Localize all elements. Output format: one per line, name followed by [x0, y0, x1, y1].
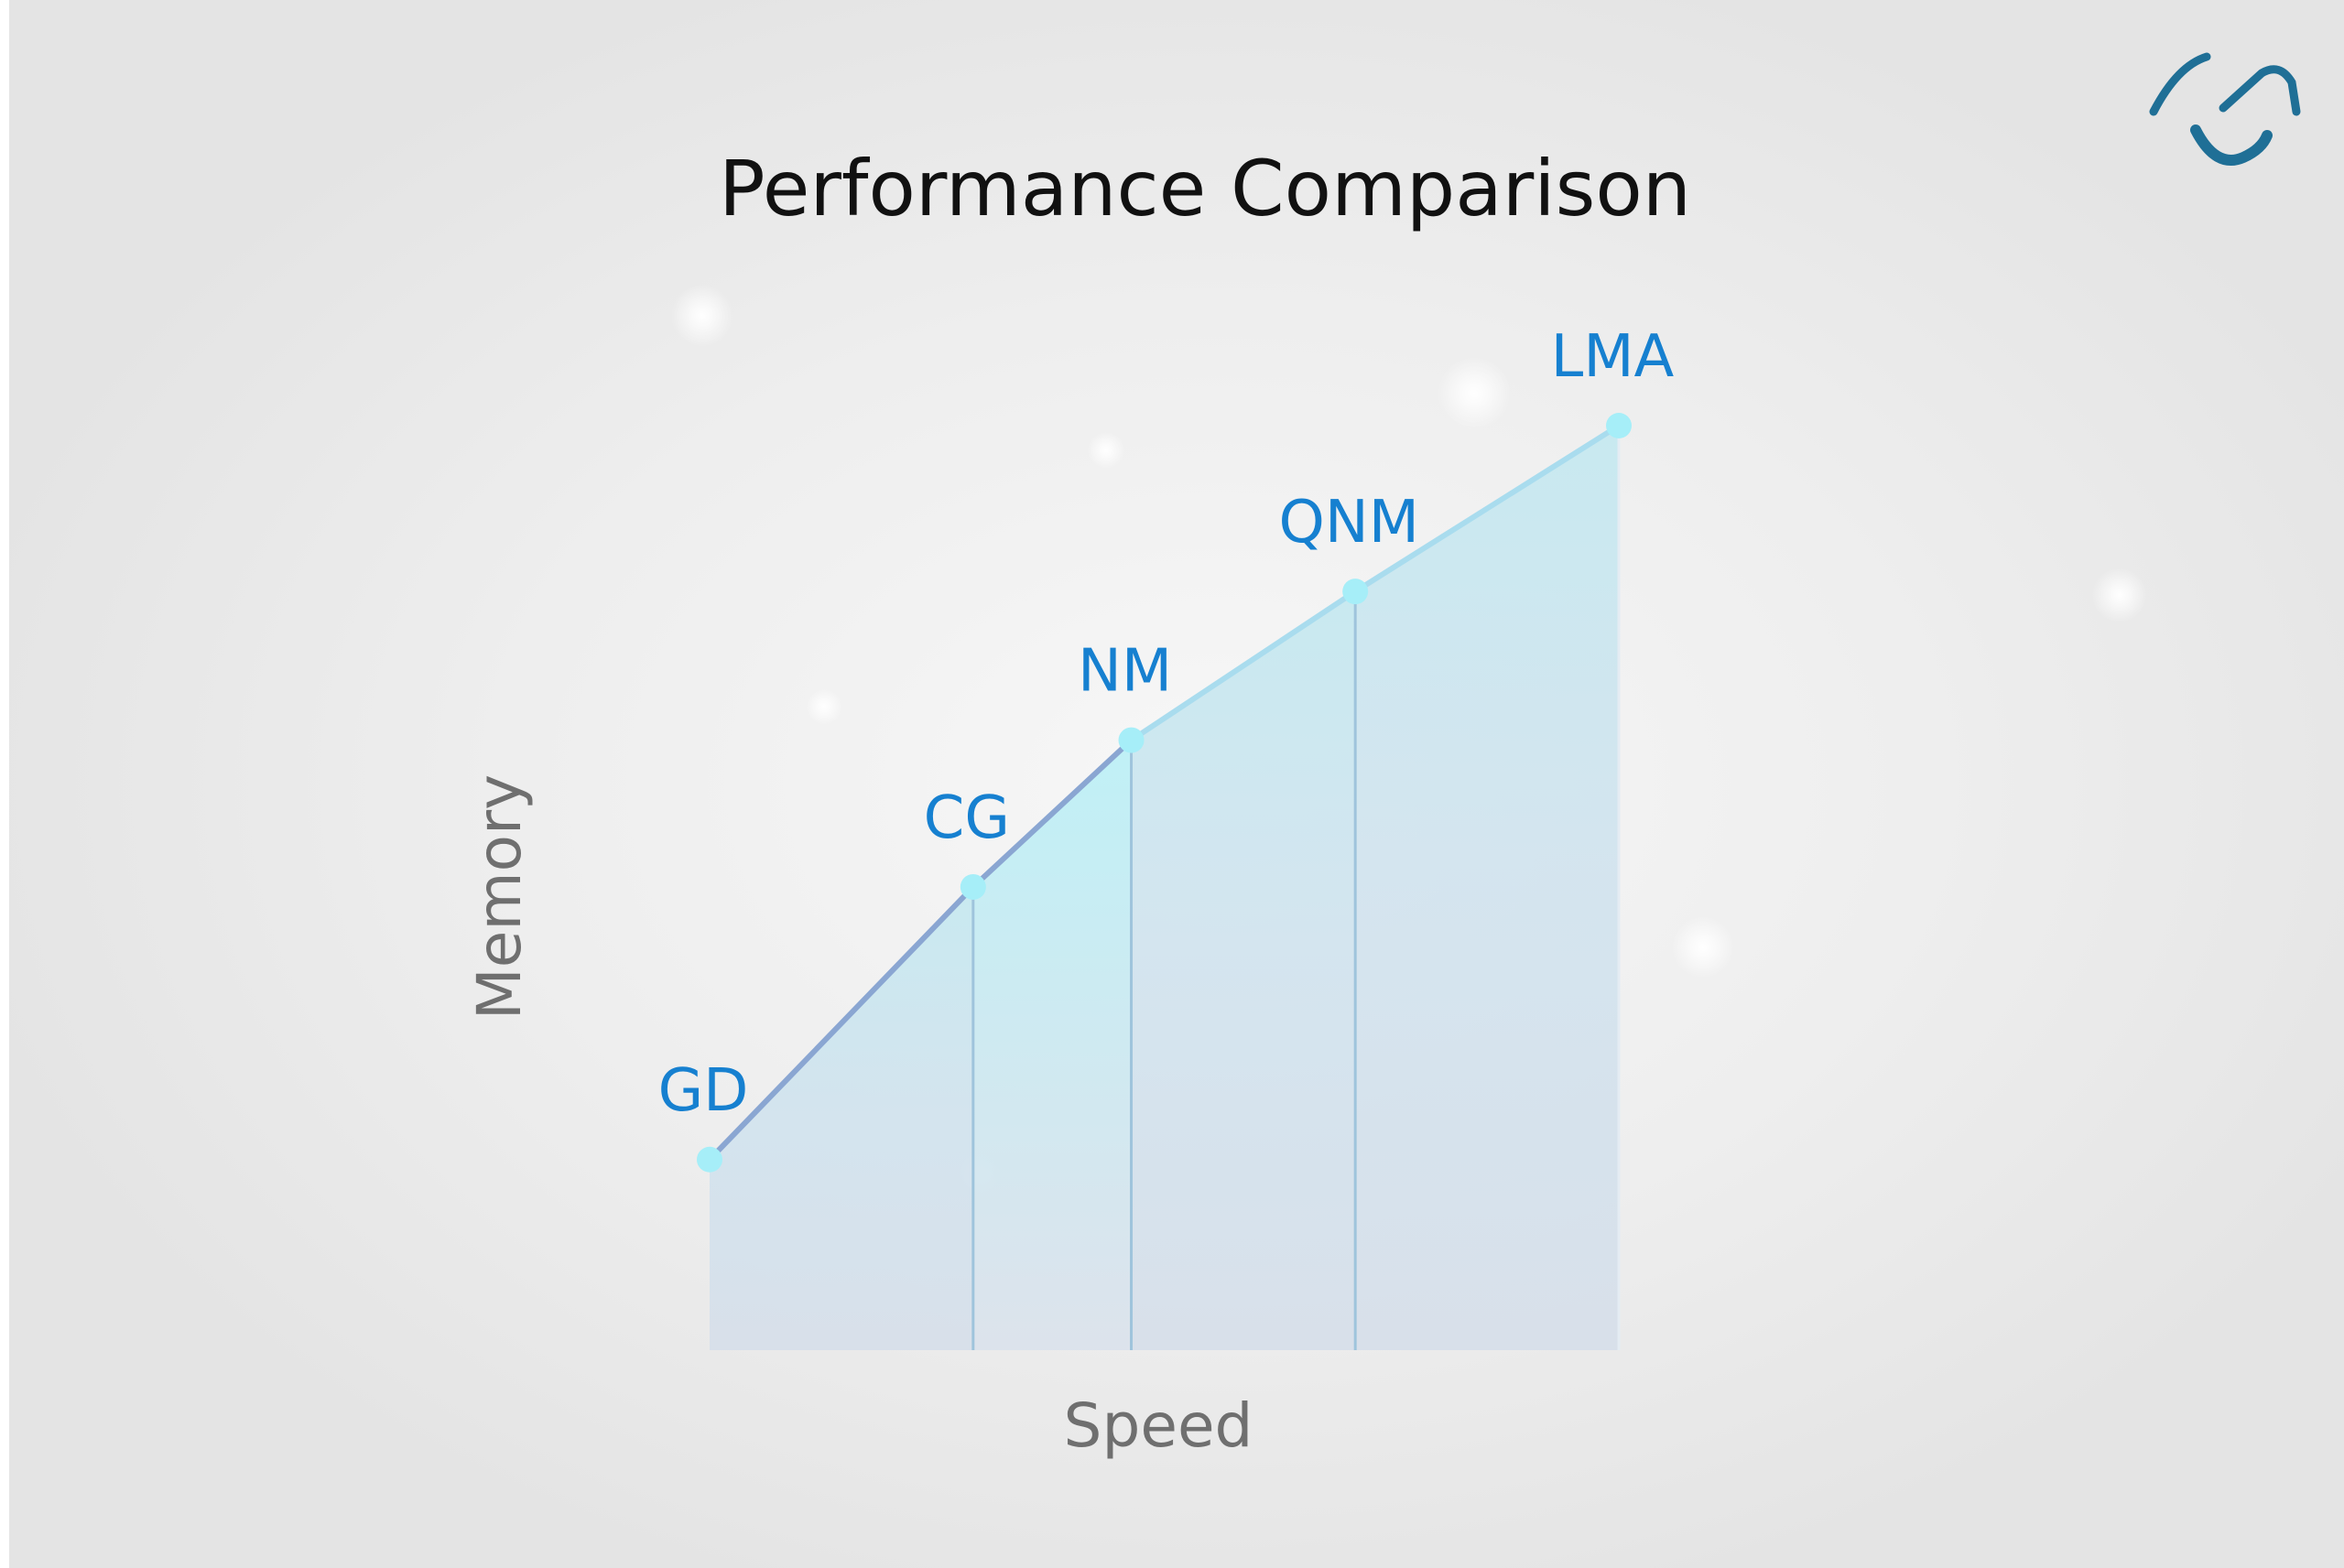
point-label-lma: LMA: [1551, 323, 1675, 391]
data-point-qnm: [1342, 579, 1369, 605]
data-point-nm: [1118, 727, 1145, 753]
sparkle: [1672, 916, 1734, 979]
series-line-segment: [1352, 423, 1622, 595]
line-layer: [707, 423, 1622, 1162]
data-point-gd: [697, 1146, 722, 1173]
label-layer: GD CG NM QNM LMA: [658, 323, 1675, 1125]
chart-title: Performance Comparison: [719, 144, 1691, 233]
series-line-segment: [1128, 589, 1359, 743]
data-point-cg: [960, 873, 986, 900]
area-segment-cg-nm: [972, 740, 1132, 1350]
left-edge-strip: [0, 0, 9, 1568]
series-line-segment: [970, 737, 1134, 890]
point-label-gd: GD: [658, 1057, 749, 1125]
area-segment-qnm-lma: [1355, 426, 1619, 1350]
area-segment-nm-qnm: [1131, 591, 1356, 1350]
point-label-qnm: QNM: [1278, 489, 1418, 557]
area-layer: [710, 426, 1621, 1350]
series-line-segment: [707, 883, 976, 1162]
sparkle: [671, 285, 733, 347]
y-axis-label: Memory: [464, 774, 535, 1020]
sparkle: [1088, 432, 1124, 469]
sparkle: [806, 688, 842, 725]
area-segment-gd-cg: [710, 886, 973, 1350]
x-axis-label: Speed: [1064, 1390, 1253, 1461]
point-label-nm: NM: [1078, 638, 1172, 706]
point-label-cg: CG: [924, 784, 1010, 852]
point-layer: [697, 413, 1632, 1173]
sparkle: [2092, 568, 2147, 622]
swoosh-logo-icon: [2149, 52, 2301, 166]
data-point-lma: [1606, 413, 1632, 438]
sparkle: [1438, 357, 1511, 430]
